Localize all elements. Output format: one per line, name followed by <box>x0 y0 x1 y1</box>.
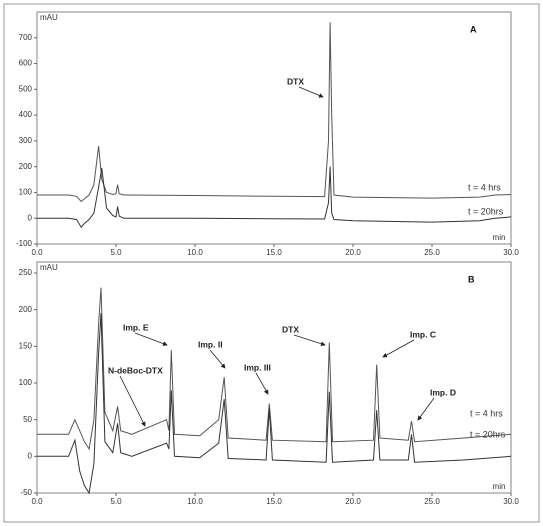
x-tick-label: 5.0 <box>110 248 122 257</box>
x-tick-label: 10.0 <box>187 497 203 506</box>
annotation: Imp. C <box>410 329 436 339</box>
legend-label: t = 20hrs <box>468 206 504 216</box>
annotation: DTX <box>282 324 299 334</box>
legend-label: t = 20hrs <box>470 429 506 439</box>
annotation: DTX <box>287 76 304 86</box>
y-tick-label: 200 <box>19 305 33 314</box>
y-tick-label: 400 <box>19 110 33 119</box>
annotation-arrow <box>417 397 435 421</box>
y-tick-label: 100 <box>19 378 33 387</box>
y-tick-label: 150 <box>19 341 33 350</box>
y-tick-label: 50 <box>23 415 32 424</box>
y-tick-label: 600 <box>19 59 33 68</box>
y-tick-label: 300 <box>19 136 33 145</box>
x-tick-label: 30.0 <box>503 248 519 257</box>
y-tick-label: 500 <box>19 84 33 93</box>
y-tick-label: 100 <box>19 188 33 197</box>
trace <box>37 22 512 203</box>
x-tick-label: 30.0 <box>503 497 519 506</box>
annotation-arrow <box>119 375 146 427</box>
y-tick-label: -100 <box>16 239 33 248</box>
y-tick-label: 250 <box>19 268 33 277</box>
annotation: Imp. III <box>244 362 271 372</box>
annotation: N-deBoc-DTX <box>108 365 163 375</box>
annotation-arrow <box>134 332 168 346</box>
annotation: Imp. D <box>430 387 456 397</box>
x-tick-label: 20.0 <box>345 248 361 257</box>
annotation-arrow <box>255 372 269 395</box>
annotation: Imp. E <box>123 322 149 332</box>
y-axis-label: mAU <box>40 13 58 22</box>
y-tick-label: 200 <box>19 162 33 171</box>
x-tick-label: 10.0 <box>187 248 203 257</box>
x-tick-label: 25.0 <box>424 497 440 506</box>
annotation-arrow <box>209 349 226 369</box>
legend-label: t = 4 hrs <box>468 182 501 192</box>
panel-label: A <box>470 24 477 34</box>
x-axis-label: min <box>493 233 506 242</box>
trace <box>37 313 512 495</box>
legend-label: t = 4 hrs <box>470 408 503 418</box>
plot-area <box>36 261 512 494</box>
annotation: Imp. II <box>198 339 223 349</box>
annotation-arrow <box>293 334 326 347</box>
trace <box>37 287 512 451</box>
x-tick-label: 5.0 <box>110 497 122 506</box>
x-tick-label: 20.0 <box>345 497 361 506</box>
annotation-arrow <box>298 86 324 98</box>
x-tick-label: 25.0 <box>424 248 440 257</box>
frame <box>3 3 540 523</box>
annotation-arrow <box>382 339 415 358</box>
panel-label: B <box>468 274 475 284</box>
y-tick-label: -50 <box>20 488 32 497</box>
x-tick-label: 15.0 <box>266 248 282 257</box>
y-tick-label: 0 <box>28 451 33 460</box>
x-axis-label: min <box>493 482 506 491</box>
y-axis-label: mAU <box>40 263 58 272</box>
y-tick-label: 700 <box>19 33 33 42</box>
y-tick-label: 0 <box>28 213 33 222</box>
x-tick-label: 0.0 <box>31 497 43 506</box>
x-tick-label: 15.0 <box>266 497 282 506</box>
x-tick-label: 0.0 <box>31 248 43 257</box>
trace <box>37 166 512 229</box>
